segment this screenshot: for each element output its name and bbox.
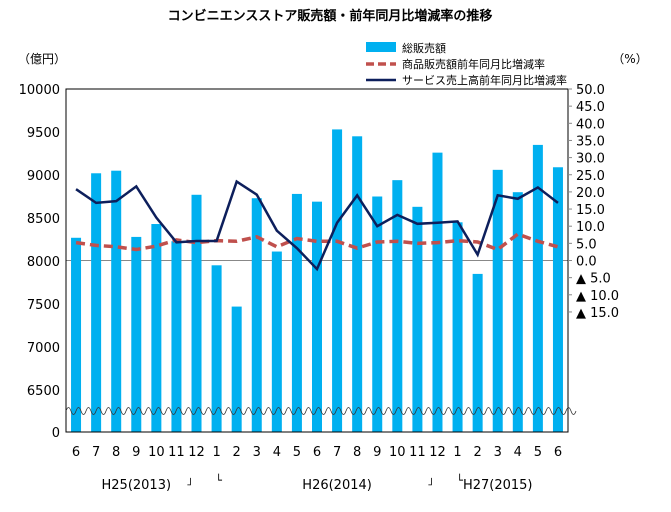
right-tick-label: 50.0 (576, 83, 605, 98)
x-tick-label: 6 (554, 445, 562, 460)
right-tick-label: 30.0 (576, 152, 605, 167)
x-tick-label: 8 (112, 445, 120, 460)
x-tick-label: 4 (273, 445, 281, 460)
x-tick-label: 10 (389, 445, 406, 460)
bar-total-sales (432, 152, 443, 432)
bar-total-sales (91, 173, 102, 432)
bar-total-sales (352, 136, 363, 433)
year-label: H26(2014) (302, 478, 372, 493)
bar-total-sales (171, 241, 182, 432)
year-bracket-mark: └ (456, 473, 463, 487)
bar-total-sales (392, 180, 403, 432)
x-tick-label: 5 (293, 445, 301, 460)
x-tick-label: 8 (353, 445, 361, 460)
x-tick-label: 3 (253, 445, 261, 460)
bar-total-sales (71, 237, 82, 432)
legend-label: 総販売額 (402, 41, 446, 55)
bar-total-sales (231, 306, 242, 432)
bar-total-sales (372, 196, 383, 432)
bar-total-sales (211, 265, 222, 432)
left-tick-label: 9000 (27, 169, 60, 184)
bar-total-sales (532, 144, 543, 432)
right-tick-label: 10.0 (576, 220, 605, 235)
x-tick-label: 11 (409, 445, 426, 460)
x-tick-label: 1 (212, 445, 220, 460)
right-tick-label: 20.0 (576, 186, 605, 201)
line-product-sales-rate (75, 232, 559, 252)
left-tick-label: 6500 (27, 384, 60, 399)
year-bracket-mark: 」 (187, 474, 198, 487)
bar-total-sales (271, 251, 282, 432)
bar-total-sales (191, 194, 202, 432)
bar-total-sales (111, 170, 122, 432)
x-tick-label: 2 (473, 445, 481, 460)
x-tick-label: 11 (168, 445, 185, 460)
bar-total-sales (312, 201, 322, 432)
right-tick-label: ▲ 10.0 (576, 289, 619, 304)
x-tick-label: 3 (494, 445, 502, 460)
year-label: H25(2013) (102, 478, 172, 493)
x-tick-label: 12 (188, 445, 205, 460)
x-tick-label: 2 (233, 445, 241, 460)
bar-total-sales (131, 236, 142, 432)
left-tick-label: 0 (52, 426, 60, 441)
bar-total-sales (291, 193, 302, 432)
bar-total-sales (492, 169, 503, 432)
year-label: H27(2015) (463, 478, 533, 493)
left-tick-label: 8000 (27, 255, 60, 270)
bar-total-sales (332, 129, 343, 433)
bar-total-sales (472, 273, 483, 432)
right-tick-label: 5.0 (576, 237, 597, 252)
left-tick-label: 8500 (27, 212, 60, 227)
left-tick-label: 9500 (27, 126, 60, 141)
right-tick-label: 15.0 (576, 203, 605, 218)
x-tick-label: 6 (313, 445, 321, 460)
right-tick-label: 25.0 (576, 169, 605, 184)
x-tick-label: 5 (534, 445, 542, 460)
bar-total-sales (151, 224, 162, 432)
x-tick-label: 7 (92, 445, 100, 460)
right-tick-label: 35.0 (576, 134, 605, 149)
year-bracket-mark: 」 (428, 474, 439, 487)
x-tick-label: 10 (148, 445, 165, 460)
x-tick-label: 7 (333, 445, 341, 460)
legend-swatch-total-sales (366, 42, 396, 52)
year-bracket-mark: └ (215, 473, 222, 487)
axis-break-wave (65, 407, 577, 415)
left-tick-label: 7500 (27, 298, 60, 313)
x-tick-label: 6 (72, 445, 80, 460)
bar-total-sales (512, 192, 523, 432)
left-tick-label: 7000 (27, 341, 60, 356)
legend-label: サービス売上高前年同月比増減率 (402, 73, 567, 87)
line-service-sales-rate (75, 179, 559, 272)
right-tick-label: ▲ 15.0 (576, 306, 619, 321)
left-tick-label: 10000 (19, 83, 60, 98)
right-tick-label: 45.0 (576, 100, 605, 115)
left-axis-unit: （億円） (18, 52, 66, 66)
bar-total-sales (552, 167, 563, 432)
right-tick-label: 40.0 (576, 117, 605, 132)
x-tick-label: 1 (453, 445, 461, 460)
x-tick-label: 4 (514, 445, 522, 460)
right-tick-label: 0.0 (576, 255, 597, 270)
right-tick-label: ▲ 5.0 (576, 272, 611, 287)
x-tick-label: 12 (429, 445, 446, 460)
chart-title: コンビニエンスストア販売額・前年同月比増減率の推移 (168, 8, 493, 24)
legend-label: 商品販売額前年同月比増減率 (402, 57, 545, 71)
right-axis-unit: （%） (612, 52, 647, 66)
bar-total-sales (251, 198, 262, 432)
x-tick-label: 9 (132, 445, 140, 460)
x-tick-label: 9 (373, 445, 381, 460)
bar-total-sales (412, 206, 423, 432)
bar-total-sales (452, 222, 463, 432)
